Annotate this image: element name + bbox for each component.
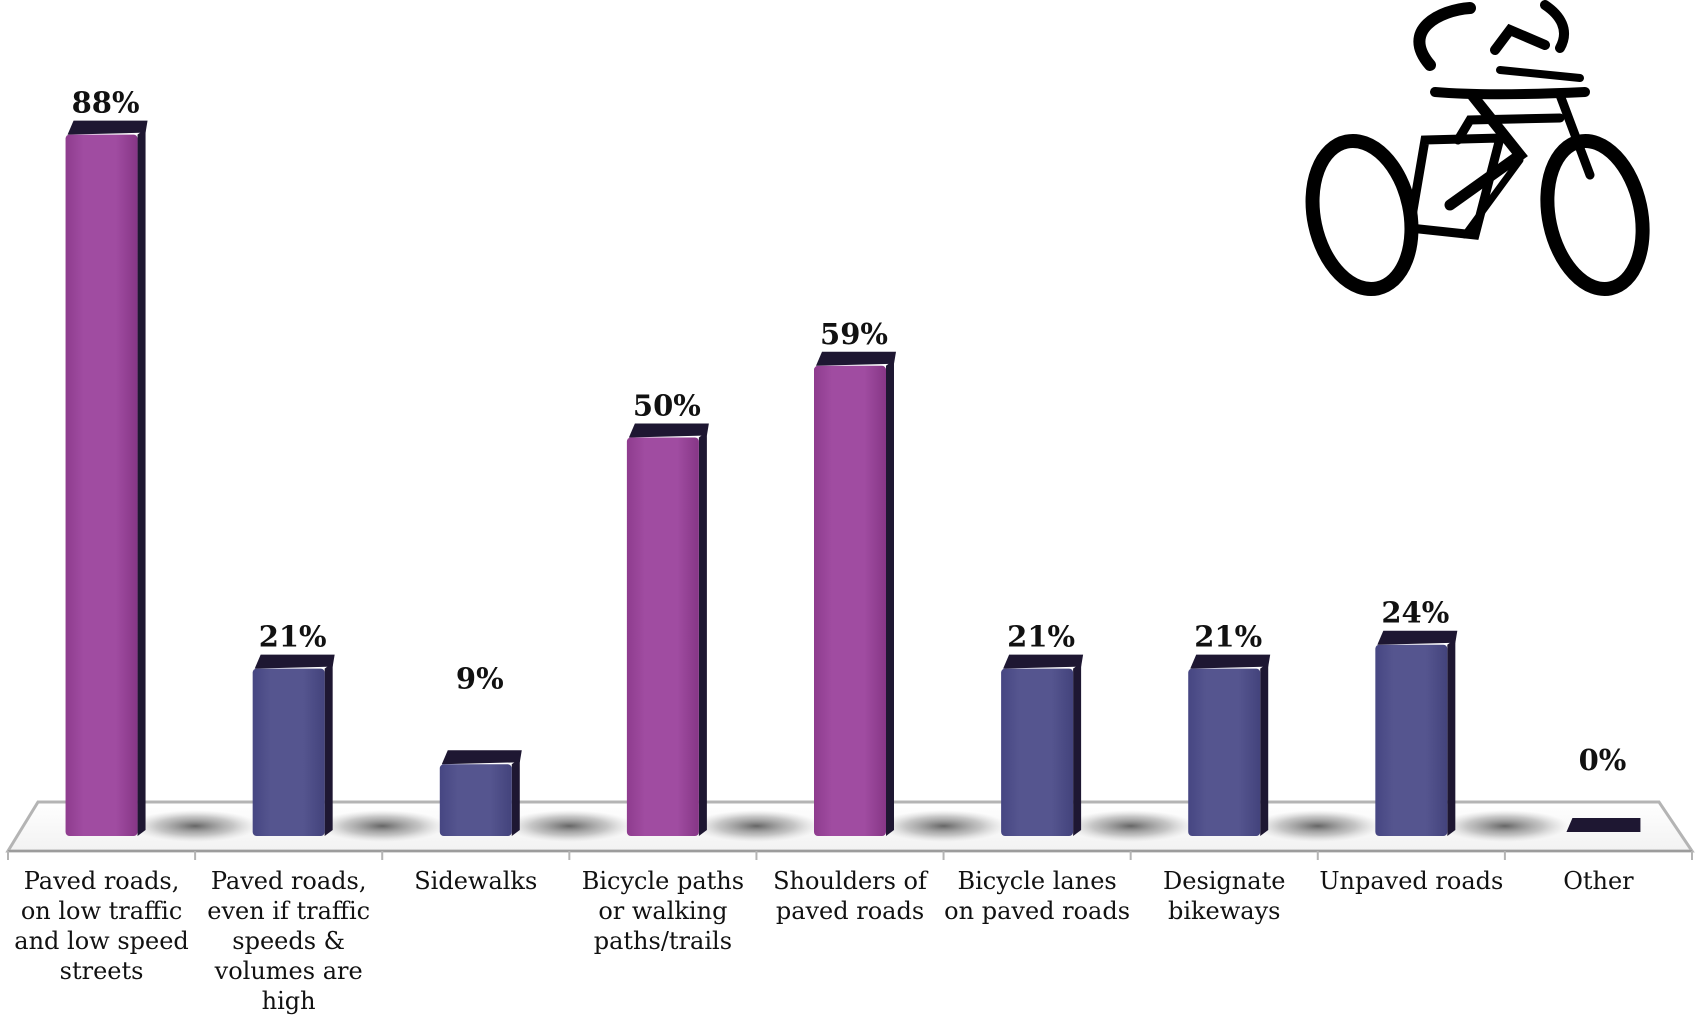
bar-front — [252, 668, 325, 836]
bar-front — [626, 437, 699, 836]
category-label: Bicycle paths or walking paths/trails — [581, 867, 745, 955]
bar — [439, 750, 522, 836]
bar — [814, 351, 896, 836]
bar-top — [1377, 630, 1458, 645]
bar — [252, 654, 335, 836]
value-label: 24% — [1381, 596, 1449, 630]
bar — [1566, 818, 1641, 832]
category-label: Paved roads, even if traffic speeds & vo… — [207, 867, 371, 1015]
bar-top — [1003, 654, 1084, 669]
floor-shadow — [1254, 810, 1382, 842]
bar-side — [511, 758, 520, 836]
bar-top — [816, 351, 896, 366]
value-label: 88% — [72, 86, 140, 120]
bar — [1001, 654, 1084, 836]
value-label: 21% — [1194, 620, 1262, 654]
floor-shadow — [1067, 810, 1195, 842]
category-label: Designate bikeways — [1163, 867, 1286, 925]
cyclist-icon — [1305, 0, 1650, 297]
value-label: 21% — [1007, 620, 1075, 654]
bar-side — [324, 662, 333, 836]
value-label: 9% — [456, 661, 504, 695]
bar-front — [439, 764, 512, 836]
floor-shadow — [318, 810, 446, 842]
bar-top — [1566, 818, 1641, 832]
bar-top — [628, 423, 709, 438]
bar — [1375, 630, 1458, 836]
category-label: Shoulders of paved roads — [773, 867, 927, 925]
bar-side — [886, 359, 894, 836]
value-label: 0% — [1579, 743, 1627, 777]
category-label: Paved roads, on low traffic and low spee… — [14, 867, 189, 985]
floor-shadow — [879, 810, 1008, 842]
bar — [626, 423, 709, 836]
bar-side — [1073, 662, 1082, 836]
bar-top — [1190, 654, 1271, 669]
category-label: Unpaved roads — [1319, 867, 1504, 895]
bar-top — [254, 654, 335, 669]
bar-top — [441, 750, 522, 765]
floor-shadow — [1441, 810, 1569, 842]
bar-front — [1375, 644, 1448, 836]
bar-side — [698, 431, 707, 836]
bar-side — [137, 128, 146, 836]
floor-shadow — [131, 810, 259, 842]
value-label: 50% — [633, 389, 701, 423]
bar-front — [814, 365, 886, 836]
bar — [65, 120, 148, 836]
floor-shadow — [505, 810, 633, 842]
category-label: Bicycle lanes on paved roads — [944, 867, 1131, 925]
bar-side — [1260, 662, 1269, 836]
bar-front — [65, 134, 138, 836]
value-label: 59% — [820, 317, 888, 351]
value-label: 21% — [259, 620, 327, 654]
category-label: Sidewalks — [414, 867, 538, 895]
bar-side — [1447, 638, 1456, 836]
bar-top — [67, 120, 148, 135]
bar-front — [1001, 668, 1074, 836]
bar — [1188, 654, 1271, 836]
floor-shadow — [692, 810, 821, 842]
category-label: Other — [1563, 867, 1634, 895]
bar-front — [1188, 668, 1261, 836]
